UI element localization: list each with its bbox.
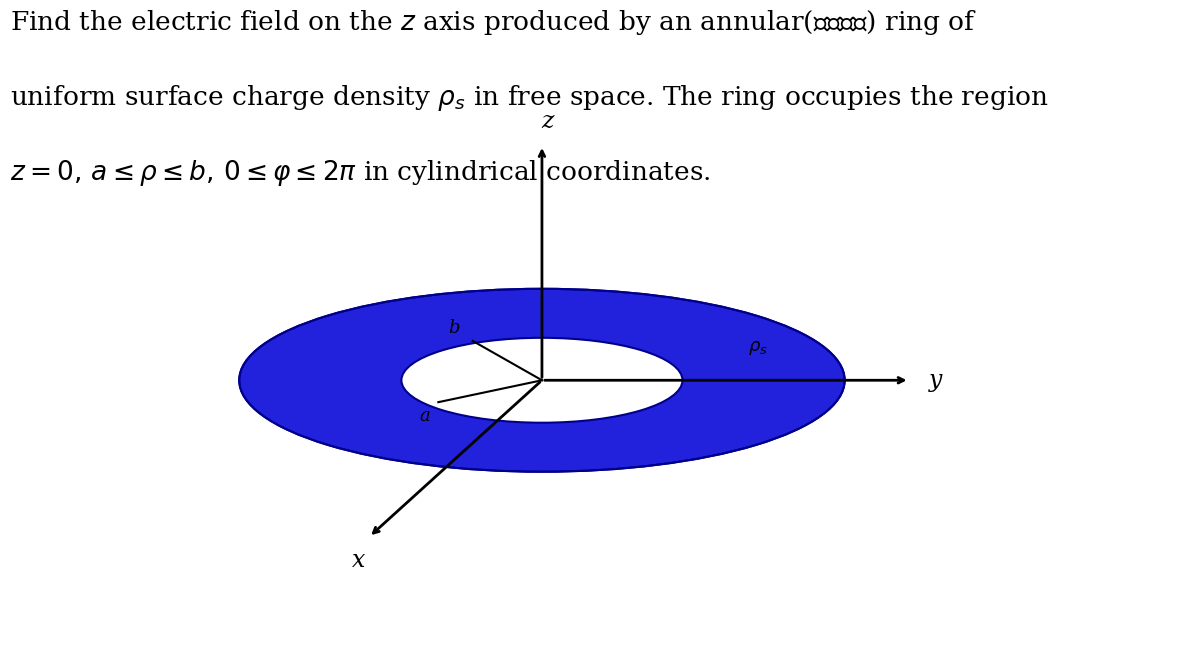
Text: $z=0,\, a\leq\rho\leq b,\, 0\leq\varphi\leq 2\pi$ in cylindrical coordinates.: $z=0,\, a\leq\rho\leq b,\, 0\leq\varphi\…	[10, 158, 710, 188]
Text: b: b	[448, 319, 460, 337]
Ellipse shape	[402, 338, 683, 422]
Text: a: a	[419, 407, 430, 425]
Text: y: y	[929, 369, 942, 392]
Ellipse shape	[239, 289, 845, 472]
Text: uniform surface charge density $\rho_s$ in free space. The ring occupies the reg: uniform surface charge density $\rho_s$ …	[10, 83, 1049, 113]
Text: x: x	[352, 549, 365, 572]
Text: Find the electric field on the $z$ axis produced by an annular(حلقي) ring of: Find the electric field on the $z$ axis …	[10, 8, 977, 37]
Text: z: z	[541, 110, 553, 133]
Text: $\rho_s$: $\rho_s$	[748, 339, 768, 358]
